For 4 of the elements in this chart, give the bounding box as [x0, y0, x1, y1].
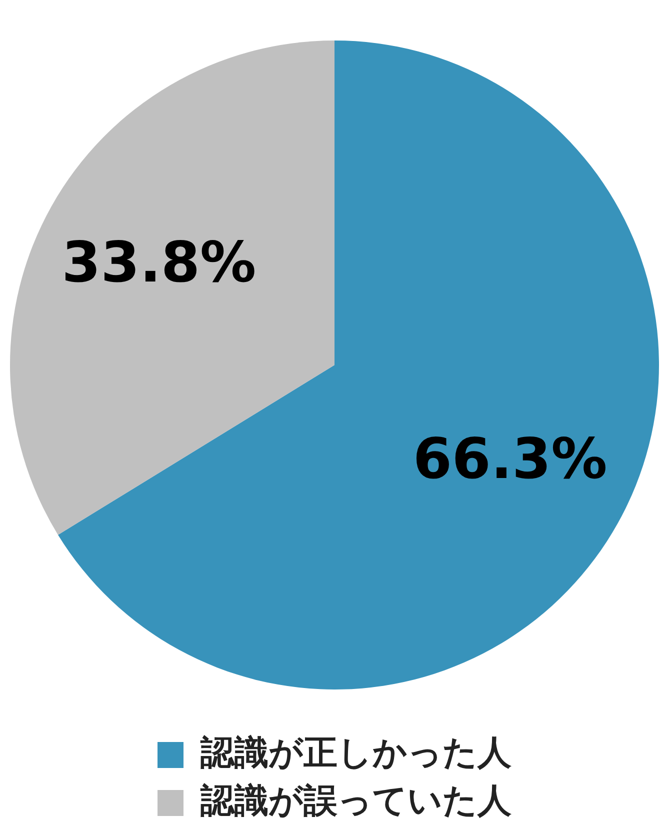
legend-label: 認識が正しかった人	[200, 732, 512, 773]
legend-label: 認識が誤っていた人	[200, 780, 512, 821]
data-label: 33.8%	[62, 230, 256, 296]
data-label: 66.3%	[412, 426, 608, 492]
